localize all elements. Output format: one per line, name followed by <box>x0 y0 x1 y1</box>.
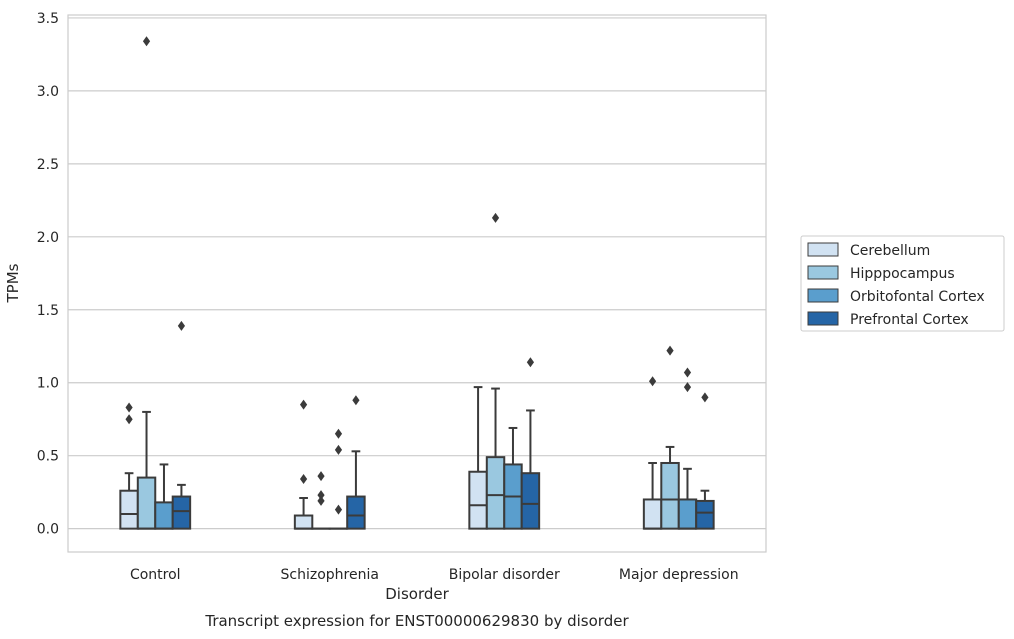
box-iqr <box>468 470 488 530</box>
box-iqr <box>677 498 698 530</box>
box-cerebellum <box>293 399 314 530</box>
y-tick-label: 3.5 <box>37 11 59 27</box>
x-axis-ticks: Control Schizophrenia Bipolar disorder Majo… <box>130 567 739 583</box>
box-iqr <box>695 499 715 530</box>
legend-label: Prefrontal Cortex <box>850 312 969 328</box>
legend: Cerebellum Hipppocampus Orbitofontal Corte… <box>800 235 1005 332</box>
y-axis-label: TPMs <box>4 263 22 303</box>
chart-caption: Transcript expression for ENST0000062983… <box>204 612 629 630</box>
box-iqr <box>293 514 314 530</box>
outlier-point <box>125 414 133 425</box>
x-axis-label: Disorder <box>385 585 449 603</box>
plot-frame <box>67 14 767 553</box>
outlier-point <box>334 428 343 439</box>
y-axis-ticks: 0.0 0.5 1.0 1.5 2.0 2.5 3.0 3.5 <box>37 11 59 538</box>
box-iqr <box>119 489 139 530</box>
legend-swatch <box>807 288 839 303</box>
outlier-point <box>317 495 325 506</box>
x-tick-label: Schizophrenia <box>281 567 379 583</box>
outlier-point <box>334 444 343 455</box>
box-orbitofontal-cortex <box>677 367 698 530</box>
x-tick-label: Bipolar disorder <box>449 567 560 583</box>
box-series <box>119 36 715 530</box>
legend-label: Hipppocampus <box>850 266 955 282</box>
box-prefrontal-cortex <box>520 357 541 530</box>
outlier-point <box>317 490 325 501</box>
outlier-point <box>648 376 657 387</box>
y-tick-label: 1.0 <box>37 376 59 392</box>
box-iqr <box>520 472 541 530</box>
outlier-point <box>317 471 325 482</box>
box-hipppocampus <box>485 212 506 530</box>
outlier-point <box>299 399 308 410</box>
outlier-point <box>334 504 343 515</box>
legend-label: Cerebellum <box>850 243 930 259</box>
outlier-point <box>683 367 692 378</box>
box-iqr <box>485 456 506 530</box>
outlier-point <box>177 320 186 331</box>
x-tick-label: Major depression <box>619 567 739 583</box>
box-iqr <box>136 476 157 530</box>
outlier-point <box>526 357 535 368</box>
legend-label: Orbitofontal Cortex <box>850 289 985 305</box>
box-iqr <box>171 495 192 530</box>
outlier-point <box>142 36 151 47</box>
x-tick-label: Control <box>130 567 181 583</box>
y-tick-label: 0.5 <box>37 449 59 465</box>
outlier-point <box>299 474 308 485</box>
outlier-point <box>666 345 674 356</box>
outlier-point <box>352 395 360 406</box>
box-iqr <box>154 501 174 530</box>
outlier-point <box>701 392 709 403</box>
legend-swatch <box>807 311 839 326</box>
box-iqr <box>660 461 680 530</box>
outlier-point <box>491 212 500 223</box>
y-tick-label: 1.5 <box>37 303 59 319</box>
box-cerebellum <box>119 402 139 530</box>
y-tick-label: 2.5 <box>37 157 59 173</box>
box-prefrontal-cortex <box>346 395 366 530</box>
outlier-point <box>683 382 692 393</box>
y-tick-label: 0.0 <box>37 522 59 538</box>
box-hipppocampus <box>660 345 680 530</box>
legend-swatch <box>807 265 839 280</box>
legend-frame <box>800 235 1005 332</box>
box-orbitofontal-cortex <box>503 426 523 530</box>
outlier-point <box>125 402 133 413</box>
box-prefrontal-cortex <box>695 392 715 530</box>
box-iqr <box>642 498 663 530</box>
y-tick-label: 3.0 <box>37 84 59 100</box>
legend-swatch <box>807 242 839 257</box>
box-prefrontal-cortex <box>171 320 192 530</box>
box-iqr <box>346 495 366 530</box>
y-tick-label: 2.0 <box>37 230 59 246</box>
